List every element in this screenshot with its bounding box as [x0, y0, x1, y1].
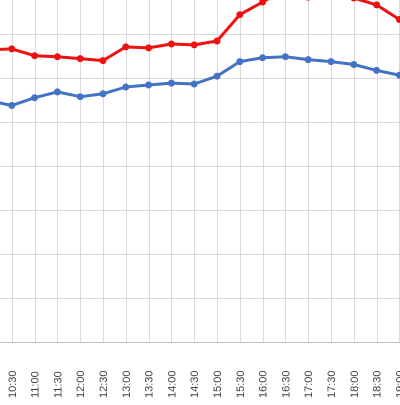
x-tick-label: 13:30: [144, 370, 156, 398]
series-1-point: [122, 43, 130, 51]
x-tick-labels: 10:0010:3011:0011:3012:0012:3013:0013:30…: [7, 370, 400, 398]
series-1-point: [213, 37, 221, 45]
x-tick-label: 11:30: [52, 371, 64, 398]
series-2-point: [327, 58, 335, 66]
series-1-point: [53, 53, 61, 61]
series-2-point: [31, 94, 39, 102]
series-1-point: [8, 45, 16, 53]
series-1-point: [190, 41, 198, 49]
series-1-point: [76, 55, 84, 63]
x-tick-label: 14:30: [189, 370, 201, 398]
series-2-point: [350, 61, 358, 68]
x-tick-label: 15:30: [235, 370, 247, 398]
series-2-point: [122, 83, 130, 91]
series-2-point: [145, 81, 153, 89]
series-2-point: [236, 58, 244, 66]
x-tick-label: 18:00: [349, 370, 361, 398]
series-1-point: [395, 16, 400, 23]
series-2-point: [304, 56, 312, 64]
series-1-point: [350, 0, 357, 2]
x-tick-label: 13:00: [121, 370, 133, 398]
series-2-point: [281, 53, 289, 61]
series-1-point: [145, 44, 153, 52]
x-tick-label: 19:00: [394, 370, 400, 398]
x-tick-label: 12:30: [98, 370, 110, 398]
series-1-point: [31, 52, 39, 60]
series-2-point: [8, 102, 16, 109]
series-1-point: [167, 40, 175, 48]
x-tick-label: 17:00: [303, 370, 315, 398]
x-tick-label: 11:00: [30, 371, 42, 398]
x-tick-label: 16:00: [258, 370, 270, 398]
series-1-point: [373, 1, 381, 9]
series-2-point: [190, 80, 198, 88]
series-2-point: [53, 88, 61, 96]
x-tick-label: 12:00: [75, 370, 87, 398]
series-1-point: [99, 57, 107, 65]
series-2-point: [213, 72, 221, 80]
series-2-point: [167, 79, 175, 87]
series-1-point: [306, 0, 311, 1]
x-tick-label: 17:30: [326, 370, 338, 398]
series-2-point: [373, 66, 381, 74]
x-tick-label: 15:00: [212, 370, 224, 398]
series-2-point: [76, 93, 84, 101]
x-tick-label: 14:00: [166, 370, 178, 398]
x-tick-label: 16:30: [280, 370, 292, 398]
series-2-point: [99, 90, 107, 98]
series-2-point: [259, 54, 267, 62]
x-tick-label: 18:30: [372, 370, 384, 398]
series-1-point: [259, 0, 267, 6]
series-layer: [0, 0, 400, 109]
series-2-point: [395, 71, 400, 79]
series-1-point: [236, 11, 244, 19]
x-tick-label: 10:30: [7, 370, 19, 398]
